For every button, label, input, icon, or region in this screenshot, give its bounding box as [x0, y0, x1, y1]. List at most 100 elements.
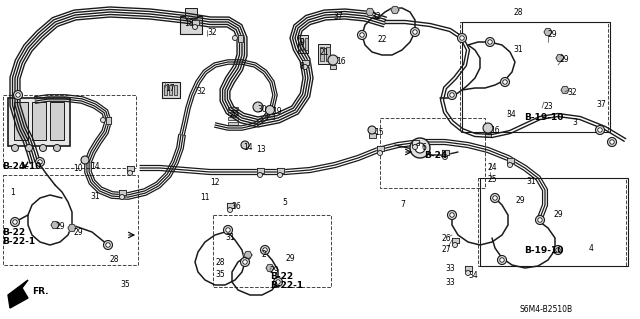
- Text: 34: 34: [506, 110, 516, 119]
- Circle shape: [227, 207, 232, 212]
- Text: B-24-10: B-24-10: [2, 162, 42, 171]
- Text: S6M4-B2510B: S6M4-B2510B: [520, 305, 573, 314]
- Text: 21: 21: [320, 48, 330, 57]
- Circle shape: [554, 246, 563, 255]
- Text: FR.: FR.: [32, 287, 49, 296]
- Bar: [330, 65, 336, 69]
- Polygon shape: [544, 28, 552, 35]
- Circle shape: [452, 242, 458, 248]
- Polygon shape: [451, 238, 458, 242]
- Text: 33: 33: [445, 264, 455, 273]
- Circle shape: [607, 137, 616, 146]
- Circle shape: [368, 126, 376, 134]
- Circle shape: [556, 248, 560, 252]
- Bar: [174, 85, 177, 95]
- Bar: [267, 114, 274, 119]
- Bar: [369, 133, 376, 138]
- Text: B-24: B-24: [424, 151, 447, 160]
- Text: 29: 29: [270, 266, 280, 275]
- Polygon shape: [106, 116, 111, 123]
- Bar: [298, 35, 308, 53]
- Circle shape: [415, 143, 425, 153]
- Circle shape: [278, 173, 282, 177]
- Text: 29: 29: [73, 228, 83, 237]
- Bar: [480, 178, 628, 266]
- Text: 12: 12: [210, 178, 220, 187]
- Bar: [478, 178, 626, 266]
- Text: 10: 10: [73, 164, 83, 173]
- Circle shape: [10, 218, 19, 226]
- Text: 24: 24: [488, 163, 498, 172]
- Circle shape: [610, 140, 614, 144]
- Circle shape: [490, 194, 499, 203]
- Circle shape: [26, 145, 33, 152]
- Circle shape: [486, 38, 495, 47]
- Circle shape: [120, 195, 125, 199]
- Circle shape: [483, 123, 493, 133]
- Bar: [380, 118, 485, 188]
- Circle shape: [243, 260, 247, 264]
- Text: 35: 35: [215, 270, 225, 279]
- Circle shape: [54, 145, 61, 152]
- Polygon shape: [366, 9, 374, 15]
- Polygon shape: [68, 225, 76, 232]
- Polygon shape: [51, 221, 59, 228]
- Text: 29: 29: [560, 55, 570, 64]
- Polygon shape: [561, 86, 569, 93]
- Circle shape: [598, 128, 602, 132]
- Text: 37: 37: [596, 100, 605, 109]
- Circle shape: [106, 243, 110, 247]
- Polygon shape: [506, 158, 513, 162]
- Bar: [8, 98, 70, 146]
- Bar: [162, 82, 180, 98]
- Circle shape: [16, 93, 20, 97]
- Circle shape: [410, 138, 430, 158]
- Text: 3: 3: [572, 118, 577, 127]
- Polygon shape: [244, 252, 252, 258]
- Bar: [180, 16, 202, 34]
- Text: 15: 15: [374, 128, 383, 137]
- Circle shape: [12, 145, 19, 152]
- Circle shape: [40, 145, 47, 152]
- Circle shape: [493, 196, 497, 200]
- Polygon shape: [301, 60, 308, 64]
- Text: 29: 29: [554, 210, 564, 219]
- Circle shape: [257, 173, 262, 177]
- Bar: [32, 102, 46, 140]
- Circle shape: [223, 226, 232, 234]
- Circle shape: [447, 91, 456, 100]
- Text: 11: 11: [200, 193, 209, 202]
- Circle shape: [273, 278, 282, 286]
- Bar: [169, 85, 172, 95]
- Text: 29: 29: [55, 222, 65, 231]
- Bar: [185, 8, 197, 18]
- Bar: [300, 38, 303, 50]
- Circle shape: [538, 218, 542, 222]
- Text: 31: 31: [513, 45, 523, 54]
- Polygon shape: [237, 34, 243, 41]
- Circle shape: [13, 220, 17, 224]
- Polygon shape: [8, 280, 28, 308]
- Circle shape: [413, 145, 417, 150]
- Bar: [3, 95, 136, 168]
- Text: 31: 31: [526, 177, 536, 186]
- Text: 37: 37: [333, 12, 343, 21]
- Circle shape: [465, 271, 470, 276]
- Text: 7: 7: [400, 200, 405, 209]
- Circle shape: [232, 35, 237, 41]
- Polygon shape: [266, 264, 274, 271]
- Text: 25: 25: [488, 175, 498, 184]
- Circle shape: [276, 280, 280, 284]
- Text: 27: 27: [442, 245, 452, 254]
- Polygon shape: [556, 55, 564, 62]
- Bar: [485, 133, 491, 137]
- Bar: [213, 215, 331, 287]
- Circle shape: [263, 248, 268, 252]
- Circle shape: [500, 78, 509, 86]
- Circle shape: [450, 213, 454, 217]
- Text: 36: 36: [231, 202, 241, 211]
- Text: 6: 6: [421, 143, 426, 152]
- Text: B-19-10: B-19-10: [524, 113, 563, 122]
- Text: 29: 29: [548, 30, 557, 39]
- Circle shape: [500, 258, 504, 262]
